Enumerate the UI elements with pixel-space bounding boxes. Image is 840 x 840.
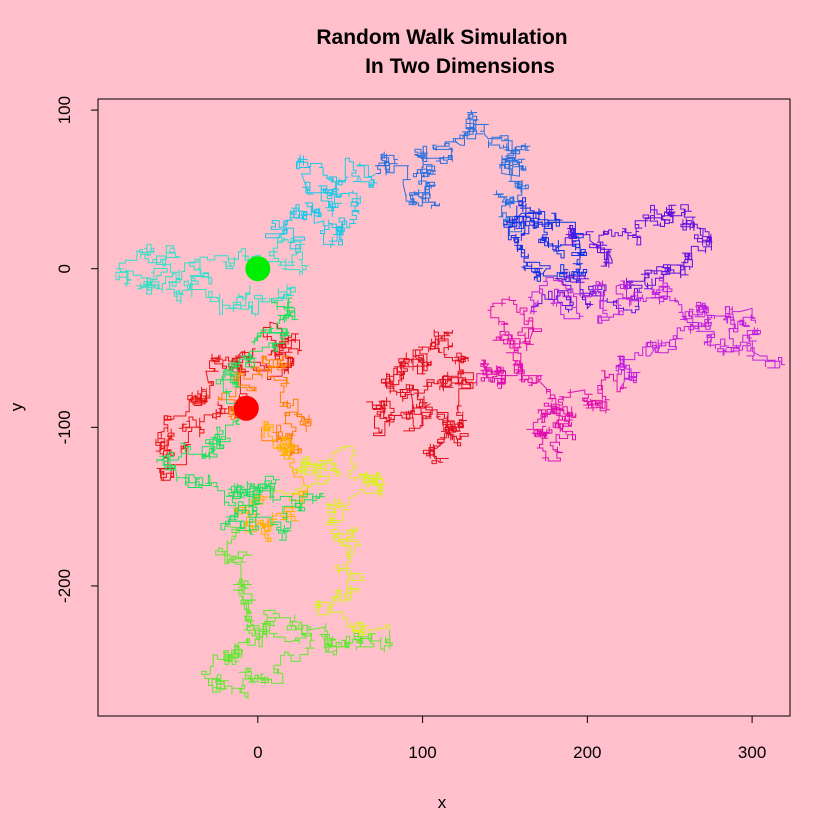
- walk-segment-4: [274, 445, 391, 637]
- marker-layer: [233, 256, 271, 421]
- y-tick-label: -200: [55, 569, 74, 603]
- x-tick-label: 200: [573, 743, 601, 762]
- y-tick-label: 100: [55, 96, 74, 124]
- walk-segment-14: [366, 329, 476, 465]
- walk-segment-12: [527, 276, 785, 388]
- walk-segment-7: [115, 232, 309, 317]
- walk-segment-11: [531, 204, 713, 314]
- y-tick-label: -100: [55, 410, 74, 444]
- y-tick-label: 0: [55, 264, 74, 273]
- x-tick-label: 100: [408, 743, 436, 762]
- walk-segment-9: [375, 110, 531, 237]
- walk-segment-13: [474, 296, 627, 462]
- walk-segment-5: [201, 525, 393, 700]
- walk-segment-1: [155, 321, 303, 482]
- end-point-marker: [233, 395, 259, 421]
- chart-subtitle: In Two Dimensions: [365, 55, 555, 78]
- y-axis-label: y: [7, 402, 26, 411]
- plot-frame: [97, 98, 791, 717]
- walk-segment-3: [233, 420, 309, 543]
- x-tick-label: 0: [253, 743, 262, 762]
- x-axis: 0 100 200 300: [253, 715, 766, 762]
- start-point-marker: [245, 256, 271, 282]
- walk-series-layer: [115, 110, 785, 700]
- x-tick-label: 300: [738, 743, 766, 762]
- walk-segment-10: [503, 197, 588, 284]
- walk-segment-2: [217, 355, 312, 457]
- chart-title: Random Walk Simulation: [316, 26, 567, 49]
- walk-segment-6: [156, 297, 326, 541]
- walk-segment-8: [265, 154, 378, 254]
- y-axis: -200 -100 0 100: [55, 96, 99, 603]
- x-axis-label: x: [438, 793, 447, 812]
